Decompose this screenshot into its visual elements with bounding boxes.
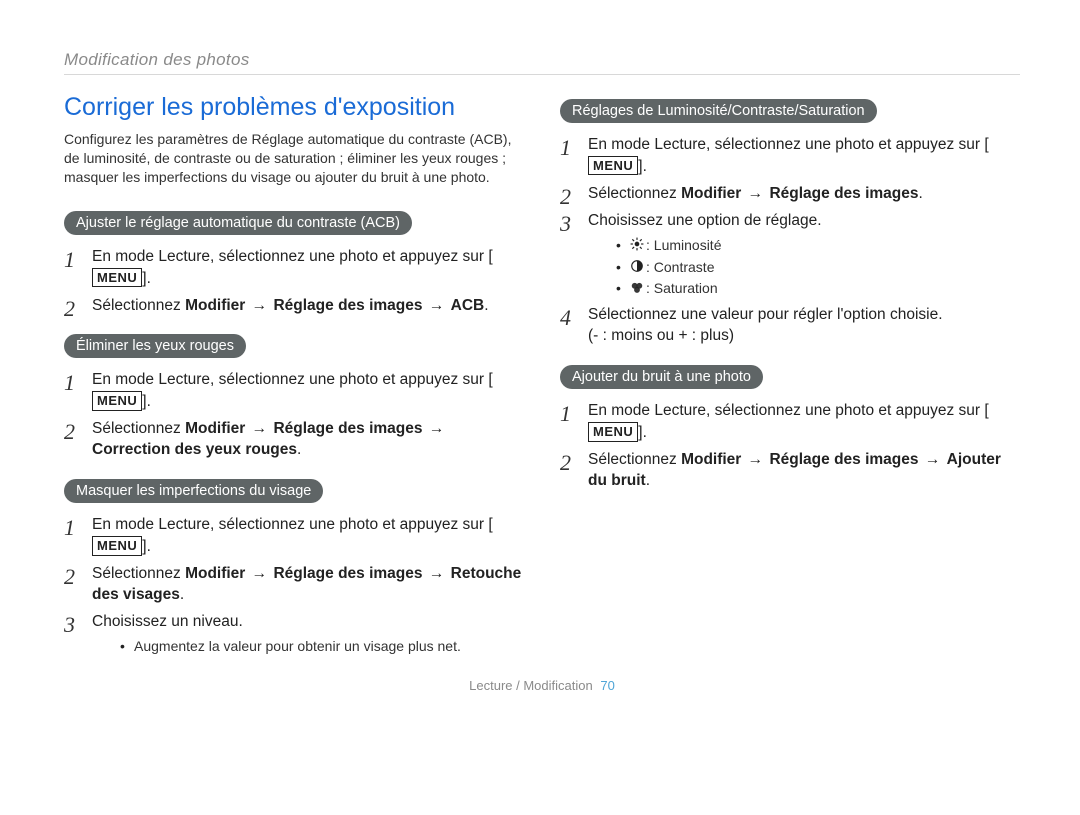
breadcrumb: Modification des photos	[64, 50, 1020, 75]
step-text: .	[180, 586, 184, 603]
step-text: En mode Lecture, sélectionnez une photo …	[92, 371, 493, 388]
step-text: Sélectionnez une valeur pour régler l'op…	[588, 306, 943, 323]
step-text: En mode Lecture, sélectionnez une photo …	[92, 248, 493, 265]
option-label: : Saturation	[646, 280, 718, 296]
pill-acb: Ajuster le réglage automatique du contra…	[64, 211, 412, 235]
step-item: Sélectionnez Modifier → Réglage des imag…	[64, 564, 524, 606]
step-bold: Réglage des images	[769, 451, 918, 468]
steps-noise: En mode Lecture, sélectionnez une photo …	[560, 401, 1020, 492]
option-label: : Contraste	[646, 259, 714, 275]
sub-item: Augmentez la valeur pour obtenir un visa…	[120, 637, 524, 656]
step-bold: Réglage des images	[273, 420, 422, 437]
options-list: : Luminosité : Contraste : Saturation	[616, 236, 1020, 300]
step-item: Sélectionnez une valeur pour régler l'op…	[560, 305, 1020, 347]
step-hint: (- : moins ou + : plus)	[588, 327, 734, 344]
menu-key-icon: MENU	[92, 536, 142, 556]
step-text: ].	[638, 158, 647, 175]
arrow-icon: →	[746, 184, 766, 205]
step-item: Sélectionnez Modifier → Réglage des imag…	[560, 184, 1020, 205]
step-item: Sélectionnez Modifier → Réglage des imag…	[560, 450, 1020, 492]
step-text: .	[646, 472, 650, 489]
step-item: Choisissez un niveau. Augmentez la valeu…	[64, 612, 524, 656]
step-item: En mode Lecture, sélectionnez une photo …	[64, 247, 524, 290]
step-item: En mode Lecture, sélectionnez une photo …	[64, 515, 524, 558]
menu-key-icon: MENU	[92, 391, 142, 411]
step-text: Sélectionnez	[588, 451, 681, 468]
steps-face: En mode Lecture, sélectionnez une photo …	[64, 515, 524, 656]
arrow-icon: →	[250, 296, 270, 317]
option-saturation: : Saturation	[616, 279, 1020, 299]
arrow-icon: →	[746, 450, 766, 471]
step-item: Sélectionnez Modifier → Réglage des imag…	[64, 419, 524, 461]
step-text: Sélectionnez	[92, 565, 185, 582]
step-item: Choisissez une option de réglage. : Lumi…	[560, 211, 1020, 300]
step-text: En mode Lecture, sélectionnez une photo …	[588, 136, 989, 153]
steps-bcs: En mode Lecture, sélectionnez une photo …	[560, 135, 1020, 347]
arrow-icon: →	[427, 419, 447, 440]
step-bold: ACB	[451, 297, 485, 314]
step-text: ].	[142, 538, 151, 555]
menu-key-icon: MENU	[92, 268, 142, 288]
brightness-icon	[630, 237, 644, 256]
right-column: Réglages de Luminosité/Contraste/Saturat…	[560, 93, 1020, 668]
step-bold: Réglage des images	[273, 297, 422, 314]
step-text: Sélectionnez	[92, 297, 185, 314]
step-text: Choisissez une option de réglage.	[588, 212, 822, 229]
arrow-icon: →	[250, 419, 270, 440]
menu-key-icon: MENU	[588, 422, 638, 442]
step-bold: Réglage des images	[769, 185, 918, 202]
pill-face: Masquer les imperfections du visage	[64, 479, 323, 503]
page-footer: Lecture / Modification 70	[64, 678, 1020, 693]
option-contrast: : Contraste	[616, 258, 1020, 278]
step-text: .	[919, 185, 923, 202]
step-text: ].	[142, 393, 151, 410]
step-text: En mode Lecture, sélectionnez une photo …	[92, 516, 493, 533]
footer-text: Lecture / Modification	[469, 678, 593, 693]
pill-redeye: Éliminer les yeux rouges	[64, 334, 246, 358]
section-title: Corriger les problèmes d'exposition	[64, 93, 524, 122]
step-text: ].	[638, 424, 647, 441]
arrow-icon: →	[250, 564, 270, 585]
option-label: : Luminosité	[646, 237, 721, 253]
step-bold: Modifier	[681, 185, 741, 202]
step-text: .	[484, 297, 488, 314]
step-item: En mode Lecture, sélectionnez une photo …	[560, 401, 1020, 444]
arrow-icon: →	[427, 296, 447, 317]
step-item: En mode Lecture, sélectionnez une photo …	[560, 135, 1020, 178]
arrow-icon: →	[427, 564, 447, 585]
step-text: Choisissez un niveau.	[92, 613, 243, 630]
pill-bcs: Réglages de Luminosité/Contraste/Saturat…	[560, 99, 877, 123]
option-brightness: : Luminosité	[616, 236, 1020, 256]
pill-noise: Ajouter du bruit à une photo	[560, 365, 763, 389]
step-text: Sélectionnez	[92, 420, 185, 437]
step-text: En mode Lecture, sélectionnez une photo …	[588, 402, 989, 419]
steps-acb: En mode Lecture, sélectionnez une photo …	[64, 247, 524, 317]
step-bold: Modifier	[185, 420, 245, 437]
contrast-icon	[630, 259, 644, 278]
left-column: Corriger les problèmes d'exposition Conf…	[64, 93, 524, 668]
sub-list: Augmentez la valeur pour obtenir un visa…	[120, 637, 524, 656]
step-item: En mode Lecture, sélectionnez une photo …	[64, 370, 524, 413]
step-text: .	[297, 441, 301, 458]
step-bold: Modifier	[185, 297, 245, 314]
saturation-icon	[630, 280, 644, 299]
step-text: Sélectionnez	[588, 185, 681, 202]
steps-redeye: En mode Lecture, sélectionnez une photo …	[64, 370, 524, 461]
step-bold: Correction des yeux rouges	[92, 441, 297, 458]
arrow-icon: →	[923, 450, 943, 471]
step-bold: Modifier	[185, 565, 245, 582]
step-item: Sélectionnez Modifier → Réglage des imag…	[64, 296, 524, 317]
intro-paragraph: Configurez les paramètres de Réglage aut…	[64, 130, 524, 187]
page-number: 70	[600, 678, 614, 693]
step-bold: Réglage des images	[273, 565, 422, 582]
step-bold: Modifier	[681, 451, 741, 468]
menu-key-icon: MENU	[588, 156, 638, 176]
step-text: ].	[142, 270, 151, 287]
